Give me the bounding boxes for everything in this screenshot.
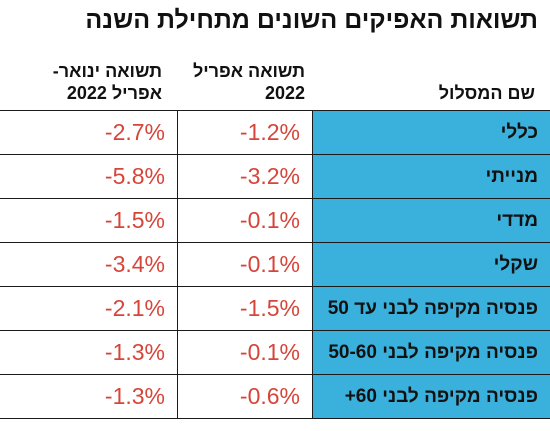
ytd-return: -5.8%	[104, 163, 165, 189]
table-row: -1.5% -0.1% מדדי	[0, 198, 550, 242]
column-divider	[177, 199, 178, 242]
column-divider	[312, 287, 313, 330]
column-divider	[312, 375, 313, 418]
column-divider	[177, 331, 178, 374]
track-name: פנסיה מקיפה לבני עד 50	[313, 287, 550, 330]
table-row: -2.1% -1.5% פנסיה מקיפה לבני עד 50	[0, 286, 550, 330]
ytd-return: -1.5%	[104, 207, 165, 233]
table-row: -5.8% -3.2% מנייתי	[0, 154, 550, 198]
ytd-return: -1.3%	[104, 339, 165, 365]
track-name: כללי	[313, 111, 550, 154]
track-name: מדדי	[313, 199, 550, 242]
column-header-ytd: תשואה ינואר- אפריל 2022	[52, 61, 162, 103]
returns-table: -2.7% -1.2% כללי -5.8% -3.2% מנייתי -1.5…	[0, 110, 550, 419]
ytd-return: -2.7%	[104, 119, 165, 145]
april-return: -0.1%	[239, 251, 300, 277]
april-return: -3.2%	[239, 163, 300, 189]
april-return: -0.1%	[239, 207, 300, 233]
april-return: -0.1%	[239, 339, 300, 365]
column-divider	[177, 243, 178, 286]
table-header: שם המסלול תשואה אפריל 2022 תשואה ינואר- …	[0, 60, 550, 108]
column-header-name: שם המסלול	[438, 83, 535, 103]
column-divider	[177, 111, 178, 154]
table-row: -2.7% -1.2% כללי	[0, 110, 550, 154]
column-divider	[312, 111, 313, 154]
page-title: תשואות האפיקים השונים מתחילת השנה	[85, 6, 538, 34]
column-divider	[312, 243, 313, 286]
track-name: פנסיה מקיפה לבני 50-60	[313, 331, 550, 374]
column-header-april: תשואה אפריל 2022	[192, 61, 305, 103]
april-return: -0.6%	[239, 383, 300, 409]
track-name: פנסיה מקיפה לבני 60+	[313, 375, 550, 418]
table-row: -1.3% -0.1% פנסיה מקיפה לבני 50-60	[0, 330, 550, 374]
column-divider	[177, 155, 178, 198]
ytd-return: -2.1%	[104, 295, 165, 321]
column-divider	[312, 155, 313, 198]
april-return: -1.5%	[239, 295, 300, 321]
column-divider	[177, 287, 178, 330]
table-row: -1.3% -0.6% פנסיה מקיפה לבני 60+	[0, 374, 550, 419]
column-divider	[312, 199, 313, 242]
table-row: -3.4% -0.1% שקלי	[0, 242, 550, 286]
column-divider	[177, 375, 178, 418]
ytd-return: -3.4%	[104, 251, 165, 277]
ytd-return: -1.3%	[104, 383, 165, 409]
track-name: מנייתי	[313, 155, 550, 198]
track-name: שקלי	[313, 243, 550, 286]
column-divider	[312, 331, 313, 374]
april-return: -1.2%	[239, 119, 300, 145]
